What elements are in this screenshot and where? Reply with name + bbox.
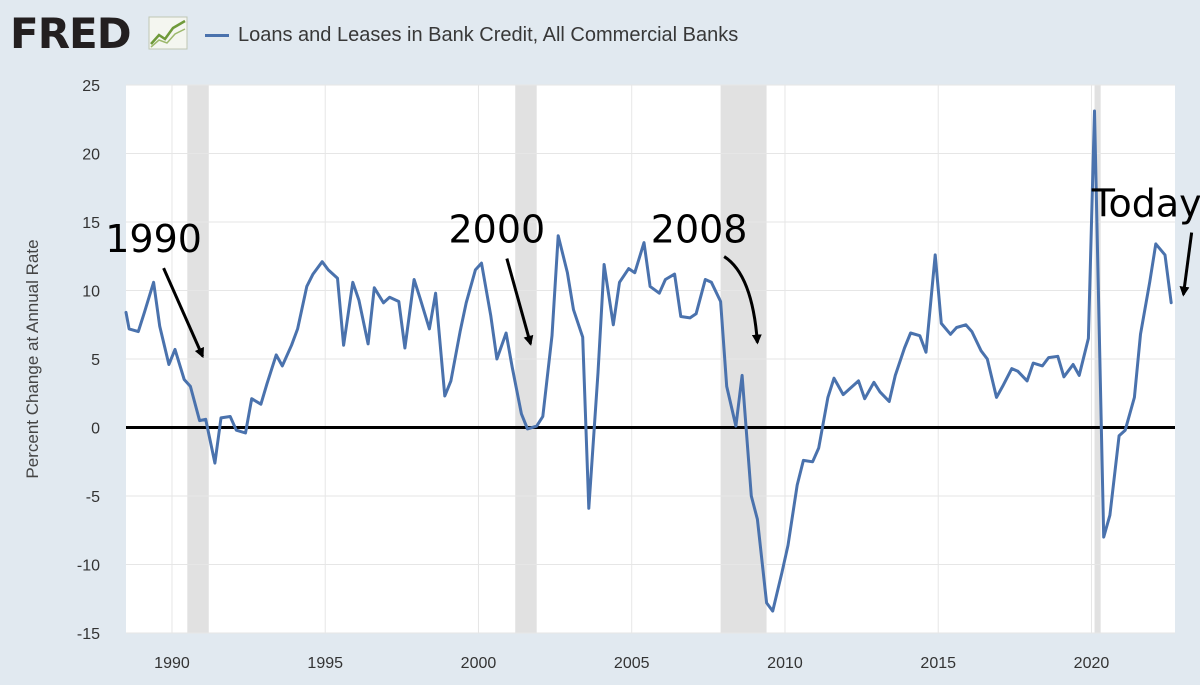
annotations: 1990 2000 2008 Today [105, 182, 1200, 359]
legend-series-swatch [205, 34, 229, 37]
y-tick-label: 10 [82, 284, 100, 301]
annotation-label: 2000 [449, 208, 546, 252]
annotation-label: 1990 [105, 217, 202, 261]
series-line[interactable] [124, 109, 1173, 613]
y-tick-label: 25 [82, 78, 100, 95]
x-tick-label: 1995 [307, 655, 343, 672]
y-tick-label: 0 [91, 421, 100, 438]
chart-header: FRED Loans and Leases in Bank Credit, Al… [0, 0, 1200, 70]
y-tick-label: 5 [91, 352, 100, 369]
x-tick-label: 2015 [920, 655, 956, 672]
annotation-arrow [162, 267, 204, 359]
x-tick-label: 2000 [461, 655, 497, 672]
annotation-label: Today [1091, 182, 1200, 226]
annotation-arrow [505, 258, 534, 346]
fred-logo: FRED [10, 9, 132, 58]
annotation-arrow [1179, 232, 1194, 297]
annotation-arrow [723, 255, 762, 345]
annotation-label: 2008 [651, 208, 748, 252]
y-tick-label: -10 [77, 558, 100, 575]
x-tick-label: 2010 [767, 655, 803, 672]
y-tick-label: 20 [82, 147, 100, 164]
x-tick-label: 2005 [614, 655, 650, 672]
y-tick-label: 15 [82, 215, 100, 232]
legend-series-label: Loans and Leases in Bank Credit, All Com… [238, 24, 739, 46]
y-tick-label: -5 [86, 489, 100, 506]
fred-chart-logo-icon [148, 16, 188, 50]
y-axis-ticks: -15 -10 -5 0 5 10 15 20 25 [77, 78, 100, 643]
y-tick-label: -15 [77, 626, 100, 643]
x-axis-ticks: 1990 1995 2000 2005 2010 2015 2020 [154, 655, 1109, 672]
x-tick-label: 2020 [1074, 655, 1110, 672]
x-tick-label: 1990 [154, 655, 190, 672]
y-axis-label: Percent Change at Annual Rate [23, 239, 42, 478]
